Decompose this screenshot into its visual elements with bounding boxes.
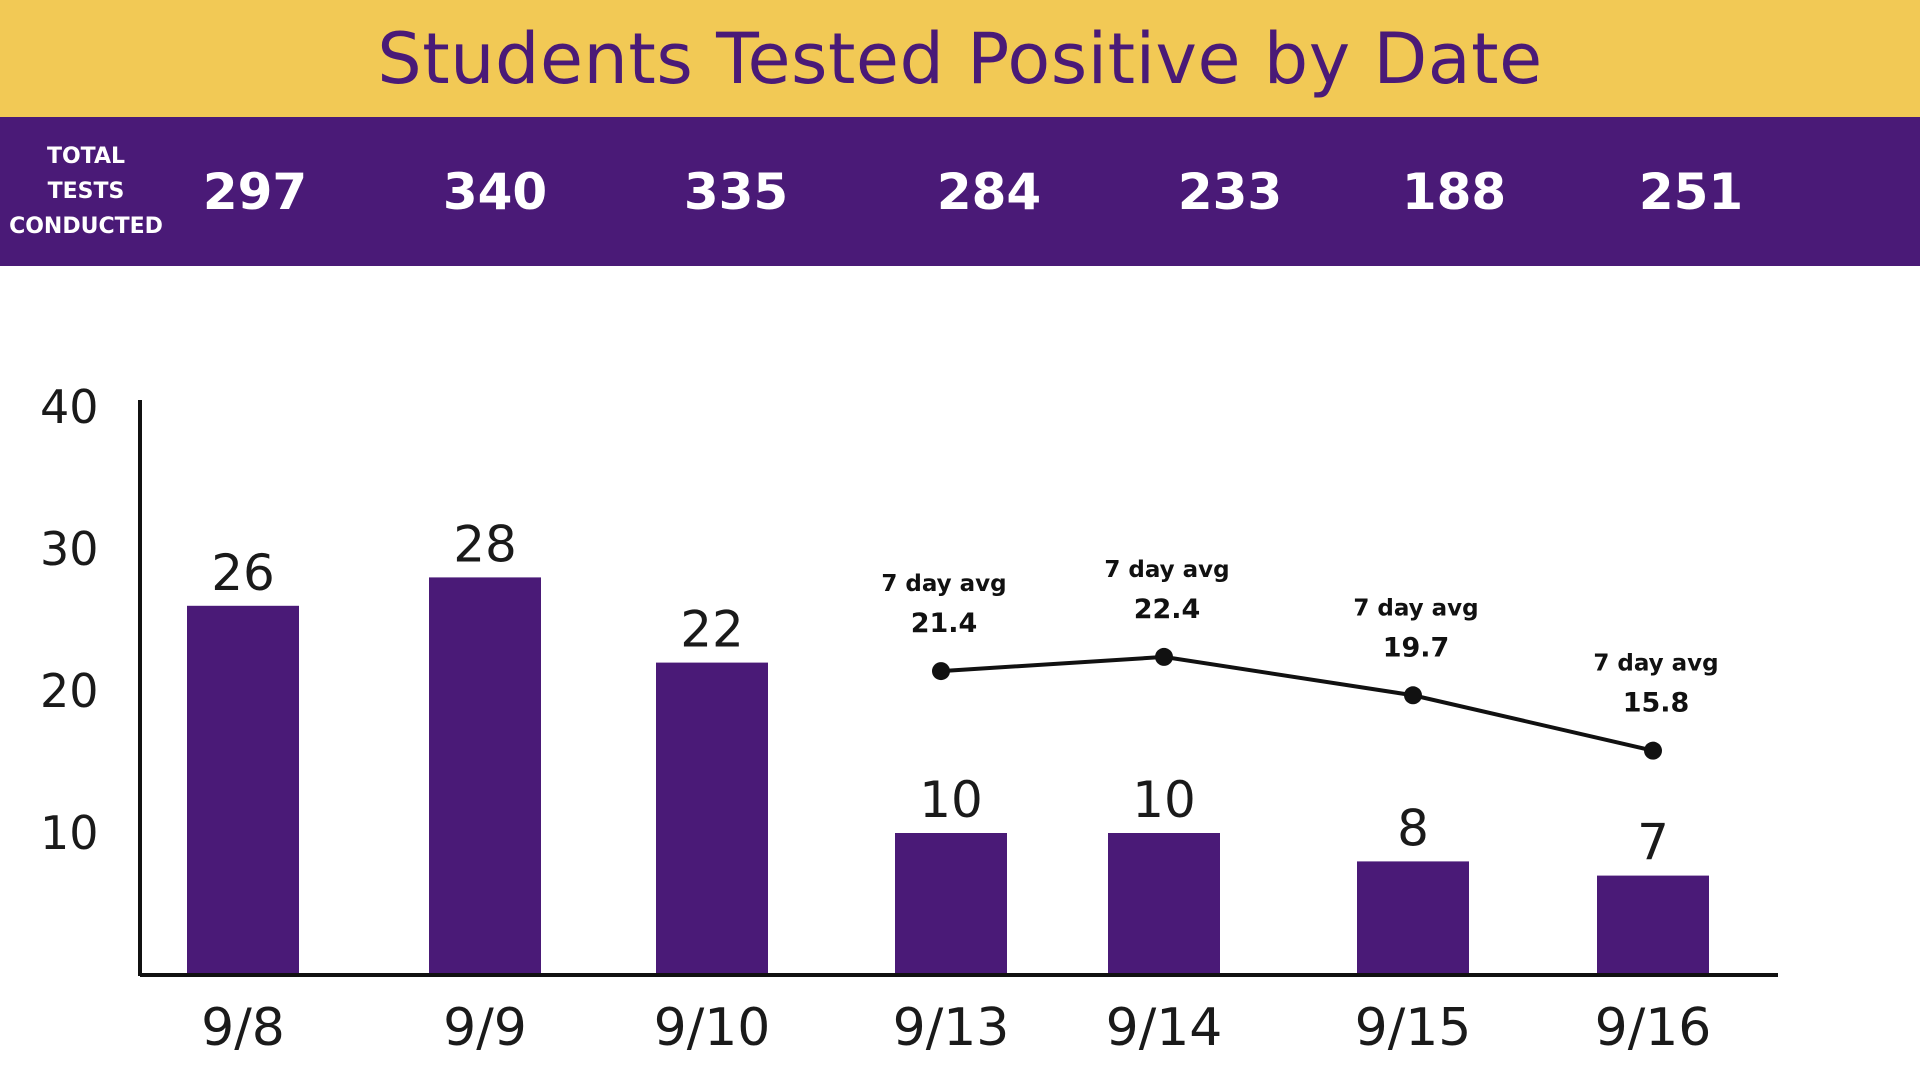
bar-value-label: 26 <box>211 544 275 602</box>
seven-day-average-caption: 7 day avg <box>1593 651 1718 677</box>
seven-day-average-value: 21.4 <box>911 608 978 639</box>
x-category-label: 9/16 <box>1595 998 1712 1058</box>
x-category-label: 9/14 <box>1106 998 1223 1058</box>
bar <box>1357 861 1469 975</box>
tests-count-9-8: 297 <box>202 162 308 221</box>
seven-day-average-value: 22.4 <box>1134 594 1201 625</box>
bar-value-label: 28 <box>453 515 517 573</box>
x-category-label: 9/8 <box>201 998 285 1058</box>
bar <box>895 833 1007 975</box>
seven-day-average-caption: 7 day avg <box>1104 557 1229 583</box>
title-banner: Students Tested Positive by Date <box>0 0 1920 117</box>
seven-day-average-point <box>1155 647 1173 666</box>
seven-day-average-series: 7 day avg 21.4 7 day avg 22.4 7 day avg 19.7 7… <box>881 557 1719 760</box>
tests-count-9-15: 188 <box>1401 162 1507 221</box>
tests-count-9-9: 340 <box>442 162 548 221</box>
total-tests-label-line: TOTAL <box>46 144 126 169</box>
bar-value-labels: 26 28 22 10 10 8 7 <box>211 515 1669 871</box>
tests-count-9-14: 233 <box>1177 162 1283 221</box>
bar-value-label: 10 <box>919 771 983 829</box>
bar <box>1108 833 1220 975</box>
seven-day-average-point <box>932 662 950 681</box>
x-category-label: 9/10 <box>654 998 771 1058</box>
seven-day-average-line <box>940 654 1654 753</box>
x-category-label: 9/9 <box>443 998 527 1058</box>
seven-day-average-caption: 7 day avg <box>1353 595 1478 621</box>
y-tick-label: 40 <box>40 380 99 434</box>
x-category-label: 9/13 <box>893 998 1010 1058</box>
x-axis-category-labels: 9/8 9/9 9/10 9/13 9/14 9/15 9/16 <box>201 998 1711 1058</box>
x-category-label: 9/15 <box>1355 998 1472 1058</box>
total-tests-band: TOTAL TESTS CONDUCTED 297 340 335 284 23… <box>0 117 1920 266</box>
y-tick-label: 10 <box>40 806 99 860</box>
y-tick-label: 30 <box>40 522 99 576</box>
tests-count-9-13: 284 <box>936 162 1042 221</box>
bars <box>187 577 1709 975</box>
seven-day-average-value: 19.7 <box>1383 632 1450 663</box>
tests-count-9-16: 251 <box>1638 162 1744 221</box>
bar-value-label: 10 <box>1132 771 1196 829</box>
y-axis-ticks: 10 20 30 40 <box>40 380 99 860</box>
bar-value-label: 7 <box>1637 814 1669 872</box>
seven-day-average-caption: 7 day avg <box>881 571 1006 597</box>
seven-day-average-value: 15.8 <box>1623 688 1690 719</box>
seven-day-average-point <box>1644 741 1662 760</box>
tests-count-9-10: 335 <box>683 162 789 221</box>
bar-value-label: 22 <box>680 601 744 659</box>
total-tests-label-line: TESTS <box>47 179 125 204</box>
bar <box>1597 875 1709 975</box>
y-tick-label: 20 <box>40 664 99 718</box>
bar <box>187 605 299 975</box>
bar <box>429 577 541 975</box>
total-tests-label: TOTAL TESTS CONDUCTED <box>0 117 172 266</box>
bar-value-label: 8 <box>1397 799 1429 857</box>
seven-day-average-point <box>1404 686 1422 705</box>
chart-title: Students Tested Positive by Date <box>377 17 1543 100</box>
bar <box>656 662 768 975</box>
total-tests-label-line: CONDUCTED <box>9 214 163 239</box>
